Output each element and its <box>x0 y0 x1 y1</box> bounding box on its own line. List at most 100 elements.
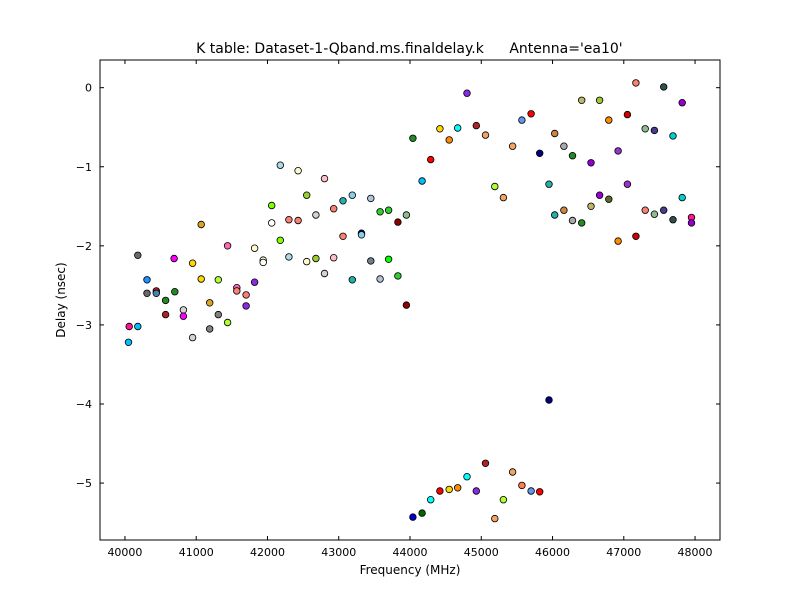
data-point <box>409 513 417 521</box>
data-point <box>660 83 668 91</box>
data-point <box>348 276 356 284</box>
data-point <box>223 242 232 250</box>
data-point <box>161 310 170 319</box>
data-point <box>669 132 677 140</box>
data-point <box>384 255 393 263</box>
data-point <box>508 142 517 150</box>
data-point <box>161 296 170 305</box>
data-point <box>330 204 338 213</box>
data-point <box>376 208 384 216</box>
data-point <box>294 166 302 175</box>
data-point <box>568 151 577 160</box>
data-point <box>445 136 453 144</box>
x-tick-label: 48000 <box>678 546 713 559</box>
data-point <box>518 481 526 490</box>
data-point <box>268 219 276 227</box>
data-point <box>312 211 320 219</box>
data-point <box>125 322 133 331</box>
x-tick-label: 46000 <box>535 546 570 559</box>
data-point <box>560 206 568 214</box>
data-point <box>623 180 632 188</box>
data-point <box>250 278 259 286</box>
data-point <box>587 159 595 167</box>
data-point <box>595 191 604 199</box>
y-tick-label: −3 <box>76 319 92 332</box>
data-point <box>660 206 668 214</box>
data-point <box>454 124 462 132</box>
data-point <box>436 487 444 495</box>
data-point <box>134 322 142 331</box>
data-point <box>134 251 142 259</box>
x-tick-label: 41000 <box>179 546 214 559</box>
data-point <box>436 125 444 133</box>
data-point <box>678 98 686 107</box>
data-point <box>214 276 222 284</box>
data-point <box>143 289 151 297</box>
data-point <box>445 485 453 494</box>
data-point <box>527 110 535 118</box>
data-point <box>560 142 568 150</box>
y-tick-label: −2 <box>76 240 92 253</box>
y-tick-label: 0 <box>85 82 92 95</box>
y-tick-label: −5 <box>76 477 92 490</box>
data-point <box>285 215 293 224</box>
y-tick-label: −4 <box>76 398 92 411</box>
data-point <box>402 211 411 219</box>
data-point <box>357 231 366 239</box>
data-point <box>595 96 604 104</box>
data-point <box>320 269 329 278</box>
data-point <box>669 215 677 224</box>
data-point <box>463 89 471 97</box>
data-point <box>499 496 508 504</box>
data-point <box>518 116 526 124</box>
data-point <box>472 121 480 130</box>
data-point <box>268 201 276 210</box>
data-point <box>545 180 553 188</box>
data-point <box>472 487 480 495</box>
data-point <box>632 79 640 87</box>
data-point <box>623 110 632 119</box>
data-point <box>233 287 241 295</box>
data-point <box>214 310 222 319</box>
data-point <box>481 131 490 139</box>
data-point <box>402 301 411 309</box>
data-point <box>587 202 595 210</box>
plot-area: 40000 41000 42000 43000 44000 45000 46000 47000… <box>76 59 721 559</box>
x-tick-label: 44000 <box>393 546 428 559</box>
data-point <box>578 96 586 104</box>
data-point <box>303 257 311 266</box>
data-point <box>614 237 622 245</box>
data-point <box>536 488 544 496</box>
data-point <box>384 206 393 214</box>
data-point <box>152 289 160 297</box>
data-point <box>197 275 205 283</box>
data-point <box>179 312 188 320</box>
data-point <box>427 155 435 164</box>
data-point <box>641 206 649 214</box>
data-point <box>205 325 214 333</box>
data-point <box>276 161 284 169</box>
data-point <box>143 276 151 284</box>
data-point <box>536 149 544 157</box>
data-point <box>294 216 302 225</box>
data-point <box>179 306 188 314</box>
data-point <box>170 254 178 263</box>
data-point <box>650 126 659 135</box>
x-tick-label: 43000 <box>321 546 356 559</box>
y-axis-label: Delay (nsec) <box>54 262 68 337</box>
data-point <box>508 468 517 476</box>
data-point <box>197 220 205 229</box>
data-point <box>641 125 649 133</box>
data-point <box>678 193 686 202</box>
data-point <box>499 193 508 202</box>
x-tick-label: 40000 <box>107 546 142 559</box>
x-tick-label: 42000 <box>250 546 285 559</box>
data-point <box>578 219 586 227</box>
data-point <box>454 484 462 492</box>
data-points <box>124 79 696 523</box>
data-point <box>188 259 197 267</box>
chart-title: K table: Dataset-1-Qband.ms.finaldelay.k <box>196 41 485 57</box>
data-point <box>330 254 338 262</box>
data-point <box>394 218 402 226</box>
